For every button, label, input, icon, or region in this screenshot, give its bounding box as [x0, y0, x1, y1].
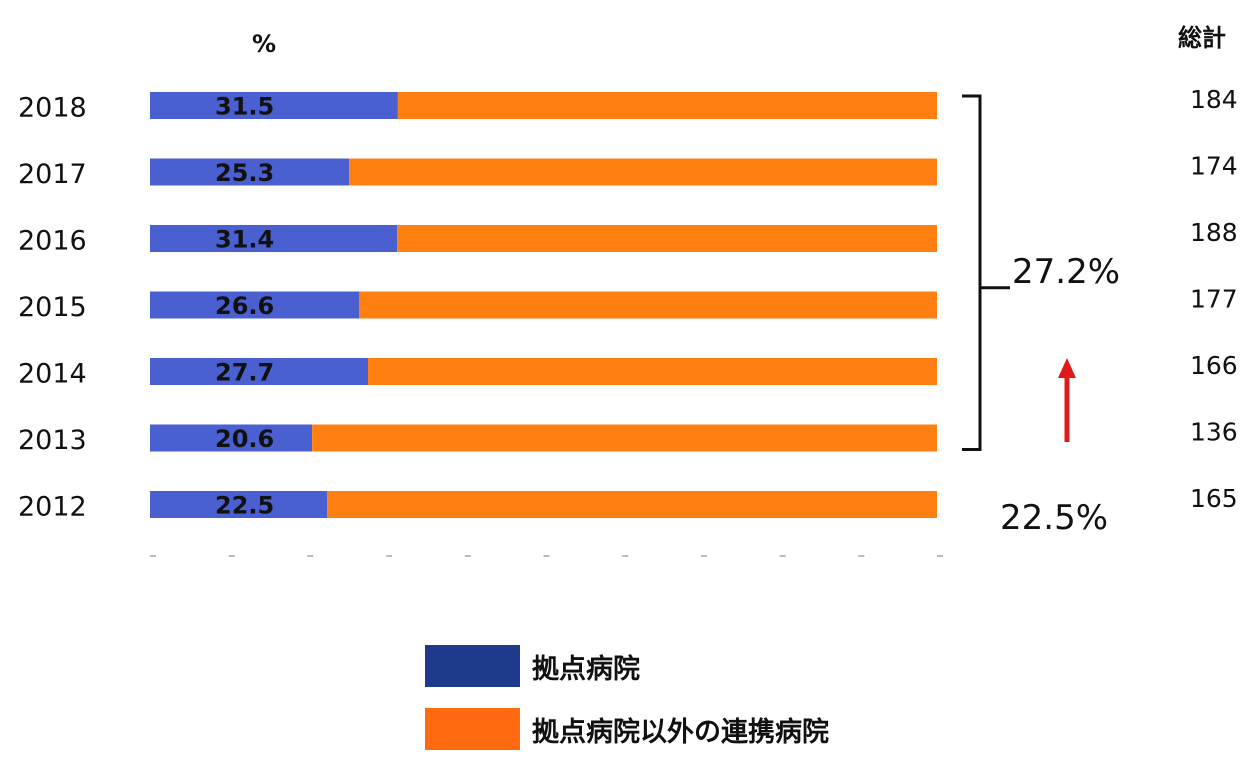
year-label-2016: 2016	[18, 226, 87, 257]
legend-item-partner-hospital: 拠点病院以外の連携病院	[425, 708, 829, 750]
year-label-2012: 2012	[18, 492, 87, 523]
bar-hub-2016	[150, 225, 398, 252]
total-2017: 174	[1190, 152, 1238, 181]
total-2012: 165	[1190, 484, 1238, 513]
year-label-2015: 2015	[18, 292, 87, 323]
data-label-2018: 31.5	[215, 93, 274, 121]
year-label-2017: 2017	[18, 159, 87, 190]
bar-partner-2017	[349, 158, 938, 186]
bar-hub-2014	[150, 358, 368, 385]
bar-partner-2014	[367, 358, 937, 385]
data-label-2014: 27.7	[215, 359, 274, 387]
arrow-up-icon	[1058, 358, 1076, 378]
year-label-2014: 2014	[18, 359, 87, 390]
legend-swatch-partner	[425, 708, 520, 750]
unit-label: %	[252, 30, 277, 58]
bracket-average-label: 27.2%	[1012, 252, 1121, 292]
total-2014: 166	[1190, 351, 1238, 380]
bracket-2013-2018	[962, 94, 1010, 451]
year-label-2018: 2018	[18, 93, 87, 124]
total-header: 総計	[1178, 24, 1226, 52]
bar-partner-2016	[397, 225, 937, 252]
data-label-2017: 25.3	[215, 159, 274, 187]
year-label-2013: 2013	[18, 425, 87, 456]
legend-swatch-hub	[425, 645, 520, 687]
total-2015: 177	[1190, 285, 1238, 314]
bar-hub-2015	[150, 291, 360, 319]
total-2013: 136	[1190, 418, 1238, 447]
data-label-2015: 26.6	[215, 292, 274, 320]
total-2016: 188	[1190, 218, 1238, 247]
data-label-2012: 22.5	[215, 492, 274, 520]
bar-partner-2015	[359, 291, 937, 319]
bar-hub-2018	[150, 92, 398, 119]
legend-item-hub-hospital: 拠点病院	[425, 645, 640, 687]
data-label-2013: 20.6	[215, 425, 274, 453]
legend-label-partner: 拠点病院以外の連携病院	[532, 716, 829, 748]
bar-hub-2013	[150, 424, 313, 452]
bar-hub-2012	[150, 491, 328, 518]
bar-partner-2012	[327, 491, 937, 518]
legend-label-hub: 拠点病院	[532, 653, 640, 685]
data-label-2016: 31.4	[215, 226, 274, 254]
bar-partner-2018	[397, 92, 937, 119]
bar-hub-2017	[150, 158, 350, 186]
total-2018: 184	[1190, 85, 1238, 114]
bar-partner-2013	[312, 424, 937, 452]
baseline-label: 22.5%	[1000, 498, 1109, 538]
